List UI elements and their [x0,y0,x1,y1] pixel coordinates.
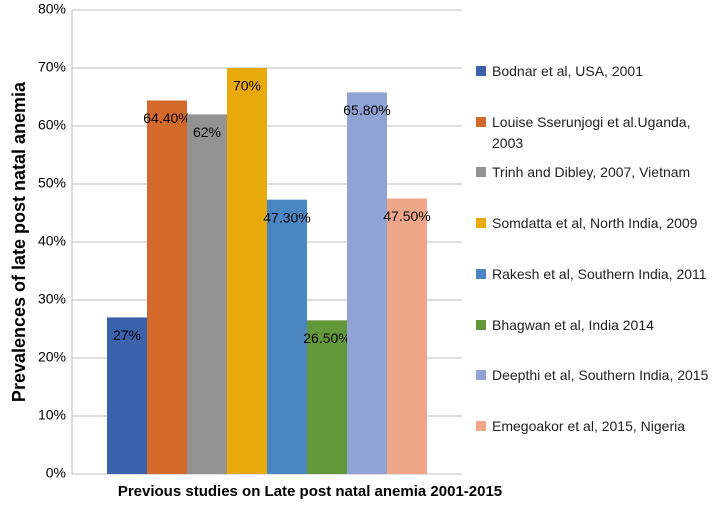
data-label: 65.80% [343,102,390,118]
data-label: 26.50% [303,330,350,346]
y-tick-label: 60% [38,117,66,133]
y-tick-label: 80% [38,1,66,17]
legend-item: Somdatta et al, North India, 2009 [476,213,721,234]
legend-label: Somdatta et al, North India, 2009 [492,215,698,232]
legend-swatch [476,116,486,127]
y-tick-label: 40% [38,233,66,249]
legend-item: Emegoakor et al, 2015, Nigeria [476,416,721,437]
y-tick-label: 20% [38,349,66,365]
legend-item: Deepthi et al, Southern India, 2015 [476,365,721,386]
legend-label: Deepthi et al, Southern India, 2015 [492,367,709,384]
y-tick-label: 50% [38,175,66,191]
legend-label: Rakesh et al, Southern India, 2011 [492,265,707,282]
data-label: 62% [193,124,221,140]
legend-label: Bodnar et al, USA, 2001 [492,63,643,79]
bar [347,92,387,475]
data-label: 64.40% [143,110,190,126]
data-label: 70% [233,78,261,94]
y-axis-title: Prevalences of late post natal anemia [9,81,29,402]
legend-item: Rakesh et al, Southern India, 2011 [476,264,721,285]
y-tick-label: 30% [38,291,66,307]
bar [187,114,227,475]
bar [267,199,307,474]
bar [387,198,427,474]
bar [107,317,147,474]
legend-swatch [476,218,486,229]
data-label: 27% [113,327,141,343]
legend-label: Bhagwan et al, India 2014 [492,316,654,333]
legend-swatch [476,268,486,279]
x-axis-title: Previous studies on Late post natal anem… [118,483,502,500]
legend-item: Trinh and Dibley, 2007, Vietnam [476,162,721,183]
legend-label: Louise Sserunjogi et al.Uganda, 2003 [492,113,691,151]
data-label: 47.30% [263,209,310,225]
bar [147,100,187,474]
y-tick-label: 10% [38,407,66,423]
legend-item: Bhagwan et al, India 2014 [476,315,721,336]
y-tick-label: 0% [46,465,66,481]
legend-label: Emegoakor et al, 2015, Nigeria [492,417,685,434]
legend-swatch [476,167,486,178]
data-label: 47.50% [383,208,430,224]
legend-swatch [476,319,486,330]
legend-swatch [476,370,486,381]
legend-label: Trinh and Dibley, 2007, Vietnam [492,164,691,181]
legend-swatch [476,66,486,76]
legend-item: Louise Sserunjogi et al.Uganda, 2003 [476,112,721,154]
bar [227,68,267,474]
legend-swatch [476,420,486,431]
bar [307,320,347,474]
y-tick-label: 70% [38,59,66,75]
legend-item: Bodnar et al, USA, 2001 [476,61,721,82]
